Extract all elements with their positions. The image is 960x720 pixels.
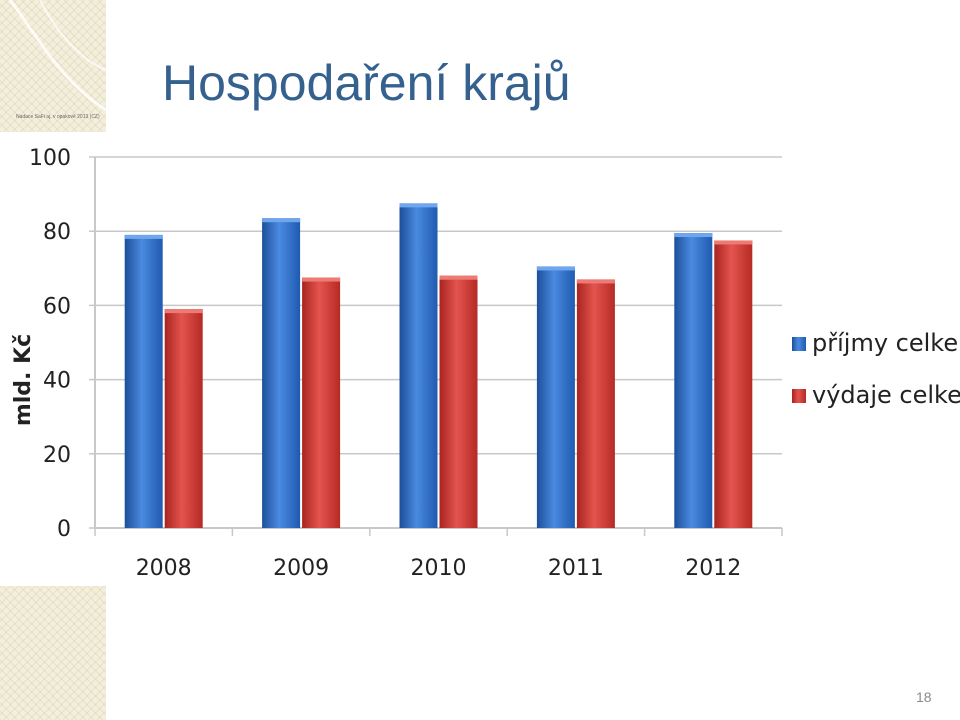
bar-income-highlight (124, 234, 163, 239)
y-axis-label: mld. Kč (11, 334, 36, 426)
decorative-pattern-top (0, 0, 106, 132)
legend-label: výdaje celkem (812, 381, 960, 409)
bar-expense-highlight (714, 240, 753, 245)
bar-expense (576, 279, 615, 528)
axes (89, 156, 783, 536)
bar-chart: 0 20 40 60 80 100 2008 2009 2010 2011 2012 mld. Kč… (11, 146, 960, 581)
bar-expense-highlight (576, 279, 615, 284)
bar-expense (302, 277, 341, 528)
legend-swatch (792, 337, 806, 351)
bar-income-highlight (536, 266, 575, 271)
legend: příjmy celkem výdaje celkem (792, 329, 960, 409)
x-tick-label: 2009 (273, 556, 329, 581)
decorative-pattern-bottom (0, 586, 106, 720)
bar-income (262, 218, 301, 528)
page-title: Hospodaření krajů (162, 55, 571, 111)
x-tick-label: 2011 (548, 556, 604, 581)
bar-income (536, 266, 575, 528)
bar-income-highlight (262, 218, 301, 223)
decorative-curve-icon (8, 0, 106, 112)
x-tick-label: 2012 (685, 556, 741, 581)
bar-income-highlight (399, 203, 438, 208)
y-tick-label: 40 (43, 369, 71, 394)
grid-lines (95, 156, 782, 529)
bar-income (399, 203, 438, 528)
y-tick-label: 80 (43, 220, 71, 245)
legend-label: příjmy celkem (812, 329, 960, 357)
bar-expense-highlight (439, 275, 478, 280)
tiny-note: Nadace SaFi aj. v opakově 2013 (CZ) (16, 114, 100, 120)
tick-labels: 0 20 40 60 80 100 2008 2009 2010 2011 2012 (29, 146, 741, 581)
y-tick-label: 60 (43, 294, 71, 319)
x-tick-label: 2010 (411, 556, 467, 581)
y-tick-label: 20 (43, 443, 71, 468)
bar-income (674, 233, 713, 528)
bar-expense-highlight (302, 277, 341, 282)
bar-income (124, 234, 163, 528)
bar-income-highlight (674, 233, 713, 238)
page-number: 18 (916, 689, 932, 705)
bar-expense (164, 309, 203, 528)
bar-expense (439, 275, 478, 528)
y-tick-label: 0 (57, 517, 71, 542)
bars (124, 203, 753, 528)
y-tick-label: 100 (29, 146, 71, 171)
legend-swatch (792, 389, 806, 403)
bar-expense (714, 240, 753, 528)
bar-expense-highlight (164, 309, 203, 314)
x-tick-label: 2008 (136, 556, 192, 581)
